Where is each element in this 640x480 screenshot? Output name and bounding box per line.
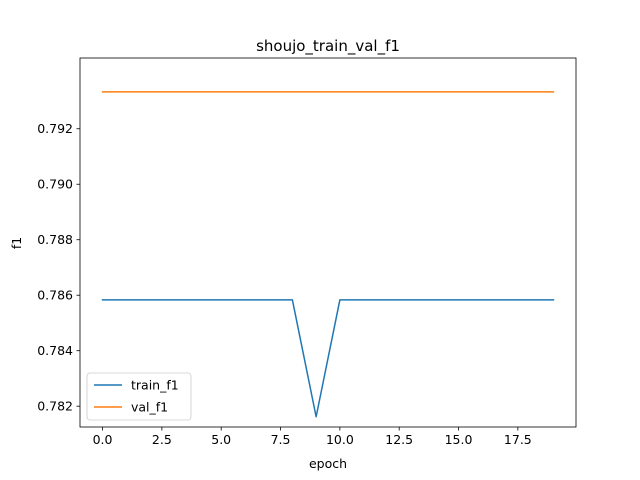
y-axis: 0.782 0.784 0.786 0.788 0.790 0.792	[37, 121, 80, 414]
y-tick-label: 0.784	[37, 343, 73, 358]
legend-label-train_f1: train_f1	[131, 378, 179, 393]
y-tick-label: 0.792	[37, 121, 73, 136]
series-line-train_f1	[101, 299, 555, 418]
plot-area	[101, 91, 555, 418]
y-tick-label: 0.790	[37, 177, 73, 192]
legend: train_f1 val_f1	[86, 372, 192, 421]
y-axis-label: f1	[9, 237, 24, 249]
x-tick-label: 15.0	[445, 432, 473, 447]
x-tick-label: 10.0	[326, 432, 354, 447]
x-tick-label: 12.5	[385, 432, 413, 447]
x-axis-label: epoch	[309, 456, 347, 471]
x-tick-label: 0.0	[93, 432, 113, 447]
x-tick-label: 7.5	[271, 432, 291, 447]
chart-title: shoujo_train_val_f1	[256, 37, 400, 56]
x-tick-label: 17.5	[504, 432, 532, 447]
legend-label-val_f1: val_f1	[131, 400, 168, 415]
x-axis: 0.0 2.5 5.0 7.5 10.0 12.5 15.0 17.5	[93, 427, 532, 447]
y-tick-label: 0.788	[37, 232, 73, 247]
y-tick-label: 0.782	[37, 399, 73, 414]
x-tick-label: 5.0	[211, 432, 231, 447]
plot-frame	[79, 57, 577, 428]
x-tick-label: 2.5	[152, 432, 172, 447]
y-tick-label: 0.786	[37, 288, 73, 303]
